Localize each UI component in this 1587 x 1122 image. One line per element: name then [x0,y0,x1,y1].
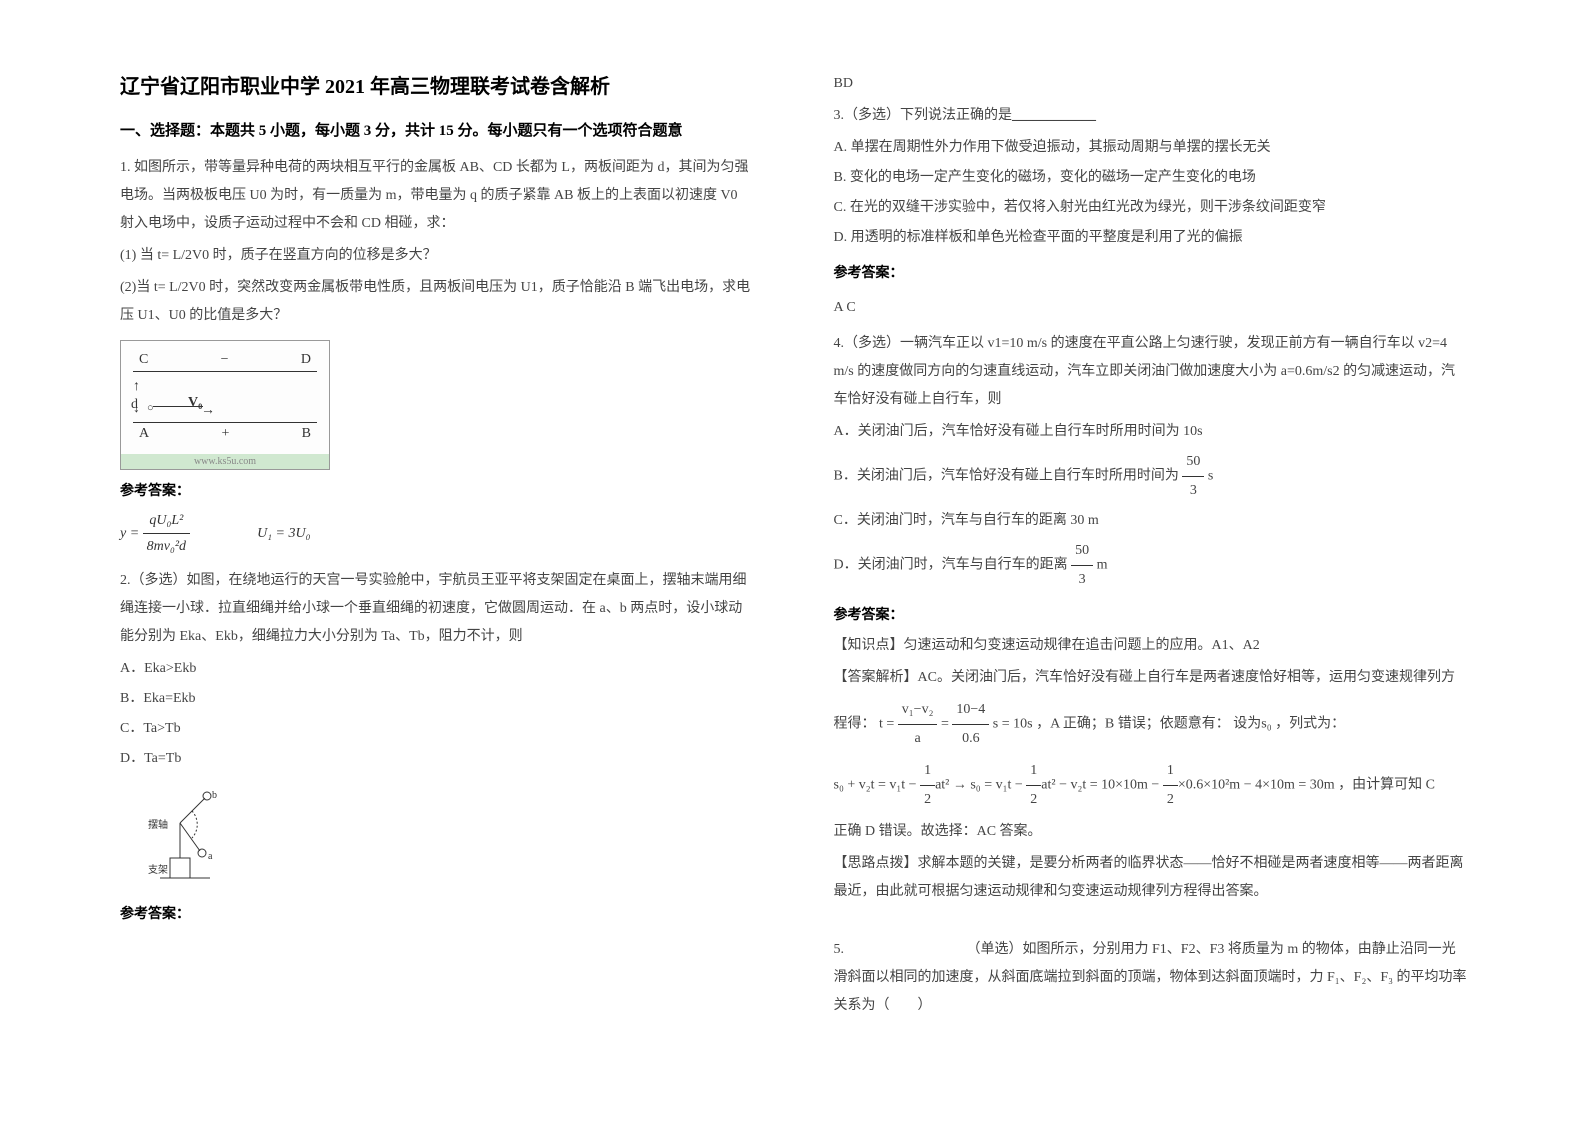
q4-exp1: 【知识点】匀速运动和匀变速运动规律在追击问题上的应用。A1、A2 [834,632,1468,660]
q1-formula: y = qU₀L²8mv₀²d U₁ = 3U₀ [120,508,754,559]
q3-stem-line: 3.（多选）下列说法正确的是____________ [834,102,1468,130]
q4-exp3: s₀ + v₂t = v₁t − 12at² → s₀ = v₁t − 12at… [834,757,1468,814]
left-column: 辽宁省辽阳市职业中学 2021 年高三物理联考试卷含解析 一、选择题：本题共 5… [100,70,794,1082]
q3-answer: A C [834,294,1468,322]
svg-text:摆轴: 摆轴 [148,818,168,831]
q4-answer-label: 参考答案： [834,604,1468,624]
svg-text:支架: 支架 [148,864,168,876]
q2-opt-a: A．Eka>Ekb [120,655,754,683]
q4-stem: 4.（多选）一辆汽车正以 v1=10 m/s 的速度在平直公路上匀速行驶，发现正… [834,330,1468,414]
q3-stem: 3.（多选）下列说法正确的是 [834,108,1013,123]
q4-exp5: 【思路点拨】求解本题的关键，是要分析两者的临界状态——恰好不相碰是两者速度相等—… [834,850,1468,906]
q4-opt-b: B．关闭油门后，汽车恰好没有碰上自行车时所用时间为 503 s [834,448,1468,505]
q1-stem-3: (2)当 t= L/2V0 时，突然改变两金属板带电性质，且两板间电压为 U1，… [120,274,754,330]
section-1-header: 一、选择题：本题共 5 小题，每小题 3 分，共计 15 分。每小题只有一个选项… [120,119,754,140]
doc-title: 辽宁省辽阳市职业中学 2021 年高三物理联考试卷含解析 [120,70,754,99]
q4-opt-a: A．关闭油门后，汽车恰好没有碰上自行车时所用时间为 10s [834,418,1468,446]
diagram-plus: + [221,423,229,445]
q3-opt-a: A. 单摆在周期性外力作用下做受迫振动，其振动周期与单摆的摆长无关 [834,134,1468,162]
diagram-label-c: C [139,349,148,371]
q2-opt-d: D．Ta=Tb [120,745,754,773]
q3-opt-b: B. 变化的电场一定产生变化的磁场，变化的磁场一定产生变化的电场 [834,164,1468,192]
q1-answer-label: 参考答案： [120,480,754,500]
diagram-minus: − [221,349,229,371]
q2-answer-label: 参考答案： [120,903,754,923]
q2-diagram: 支架 摆轴 b a [140,783,230,893]
q2-opt-b: B．Eka=Ekb [120,685,754,713]
svg-text:a: a [208,851,213,862]
q2-opt-c: C．Ta>Tb [120,715,754,743]
q4-exp4: 正确 D 错误。故选择：AC 答案。 [834,818,1468,846]
q4-exp2b: 程得： t = v₁−v₂a = 10−40.6 s = 10s ，A 正确；B… [834,696,1468,753]
q5-stem: 5. （单选）如图所示，分别用力 F1、F2、F3 将质量为 m 的物体，由静止… [834,936,1468,1020]
q3-opt-c: C. 在光的双缝干涉实验中，若仅将入射光由红光改为绿光，则干涉条纹间距变窄 [834,194,1468,222]
diagram-label-a: A [139,423,149,445]
q2-stem: 2.（多选）如图，在绕地运行的天宫一号实验舱中，宇航员王亚平将支架固定在桌面上，… [120,567,754,651]
q4-opt-d: D．关闭油门时，汽车与自行车的距离 503 m [834,537,1468,594]
q1-stem-1: 1. 如图所示，带等量异种电荷的两块相互平行的金属板 AB、CD 长都为 L，两… [120,154,754,238]
diagram-label-d: D [301,349,311,371]
q2-answer: BD [834,70,1468,98]
right-column: BD 3.（多选）下列说法正确的是____________ A. 单摆在周期性外… [794,70,1488,1082]
q1-formula-side: U₁ = 3U₀ [257,526,310,541]
q3-blank: ____________ [1012,108,1096,123]
q4-exp2: 【答案解析】AC。关闭油门后，汽车恰好没有碰上自行车是两者速度恰好相等，运用匀变… [834,664,1468,692]
q3-opt-d: D. 用透明的标准样板和单色光检查平面的平整度是利用了光的偏振 [834,224,1468,252]
svg-text:b: b [212,790,217,801]
q1-stem-2: (1) 当 t= L/2V0 时，质子在竖直方向的位移是多大？ [120,242,754,270]
q3-answer-label: 参考答案： [834,262,1468,282]
diagram-label-b: B [302,423,311,445]
q4-opt-c: C．关闭油门时，汽车与自行车的距离 30 m [834,507,1468,535]
q1-diagram: C − D ↑ d ↓ V₀ ○ → A + B www.ks5u.com [120,340,330,470]
diagram-footer: www.ks5u.com [121,454,329,469]
